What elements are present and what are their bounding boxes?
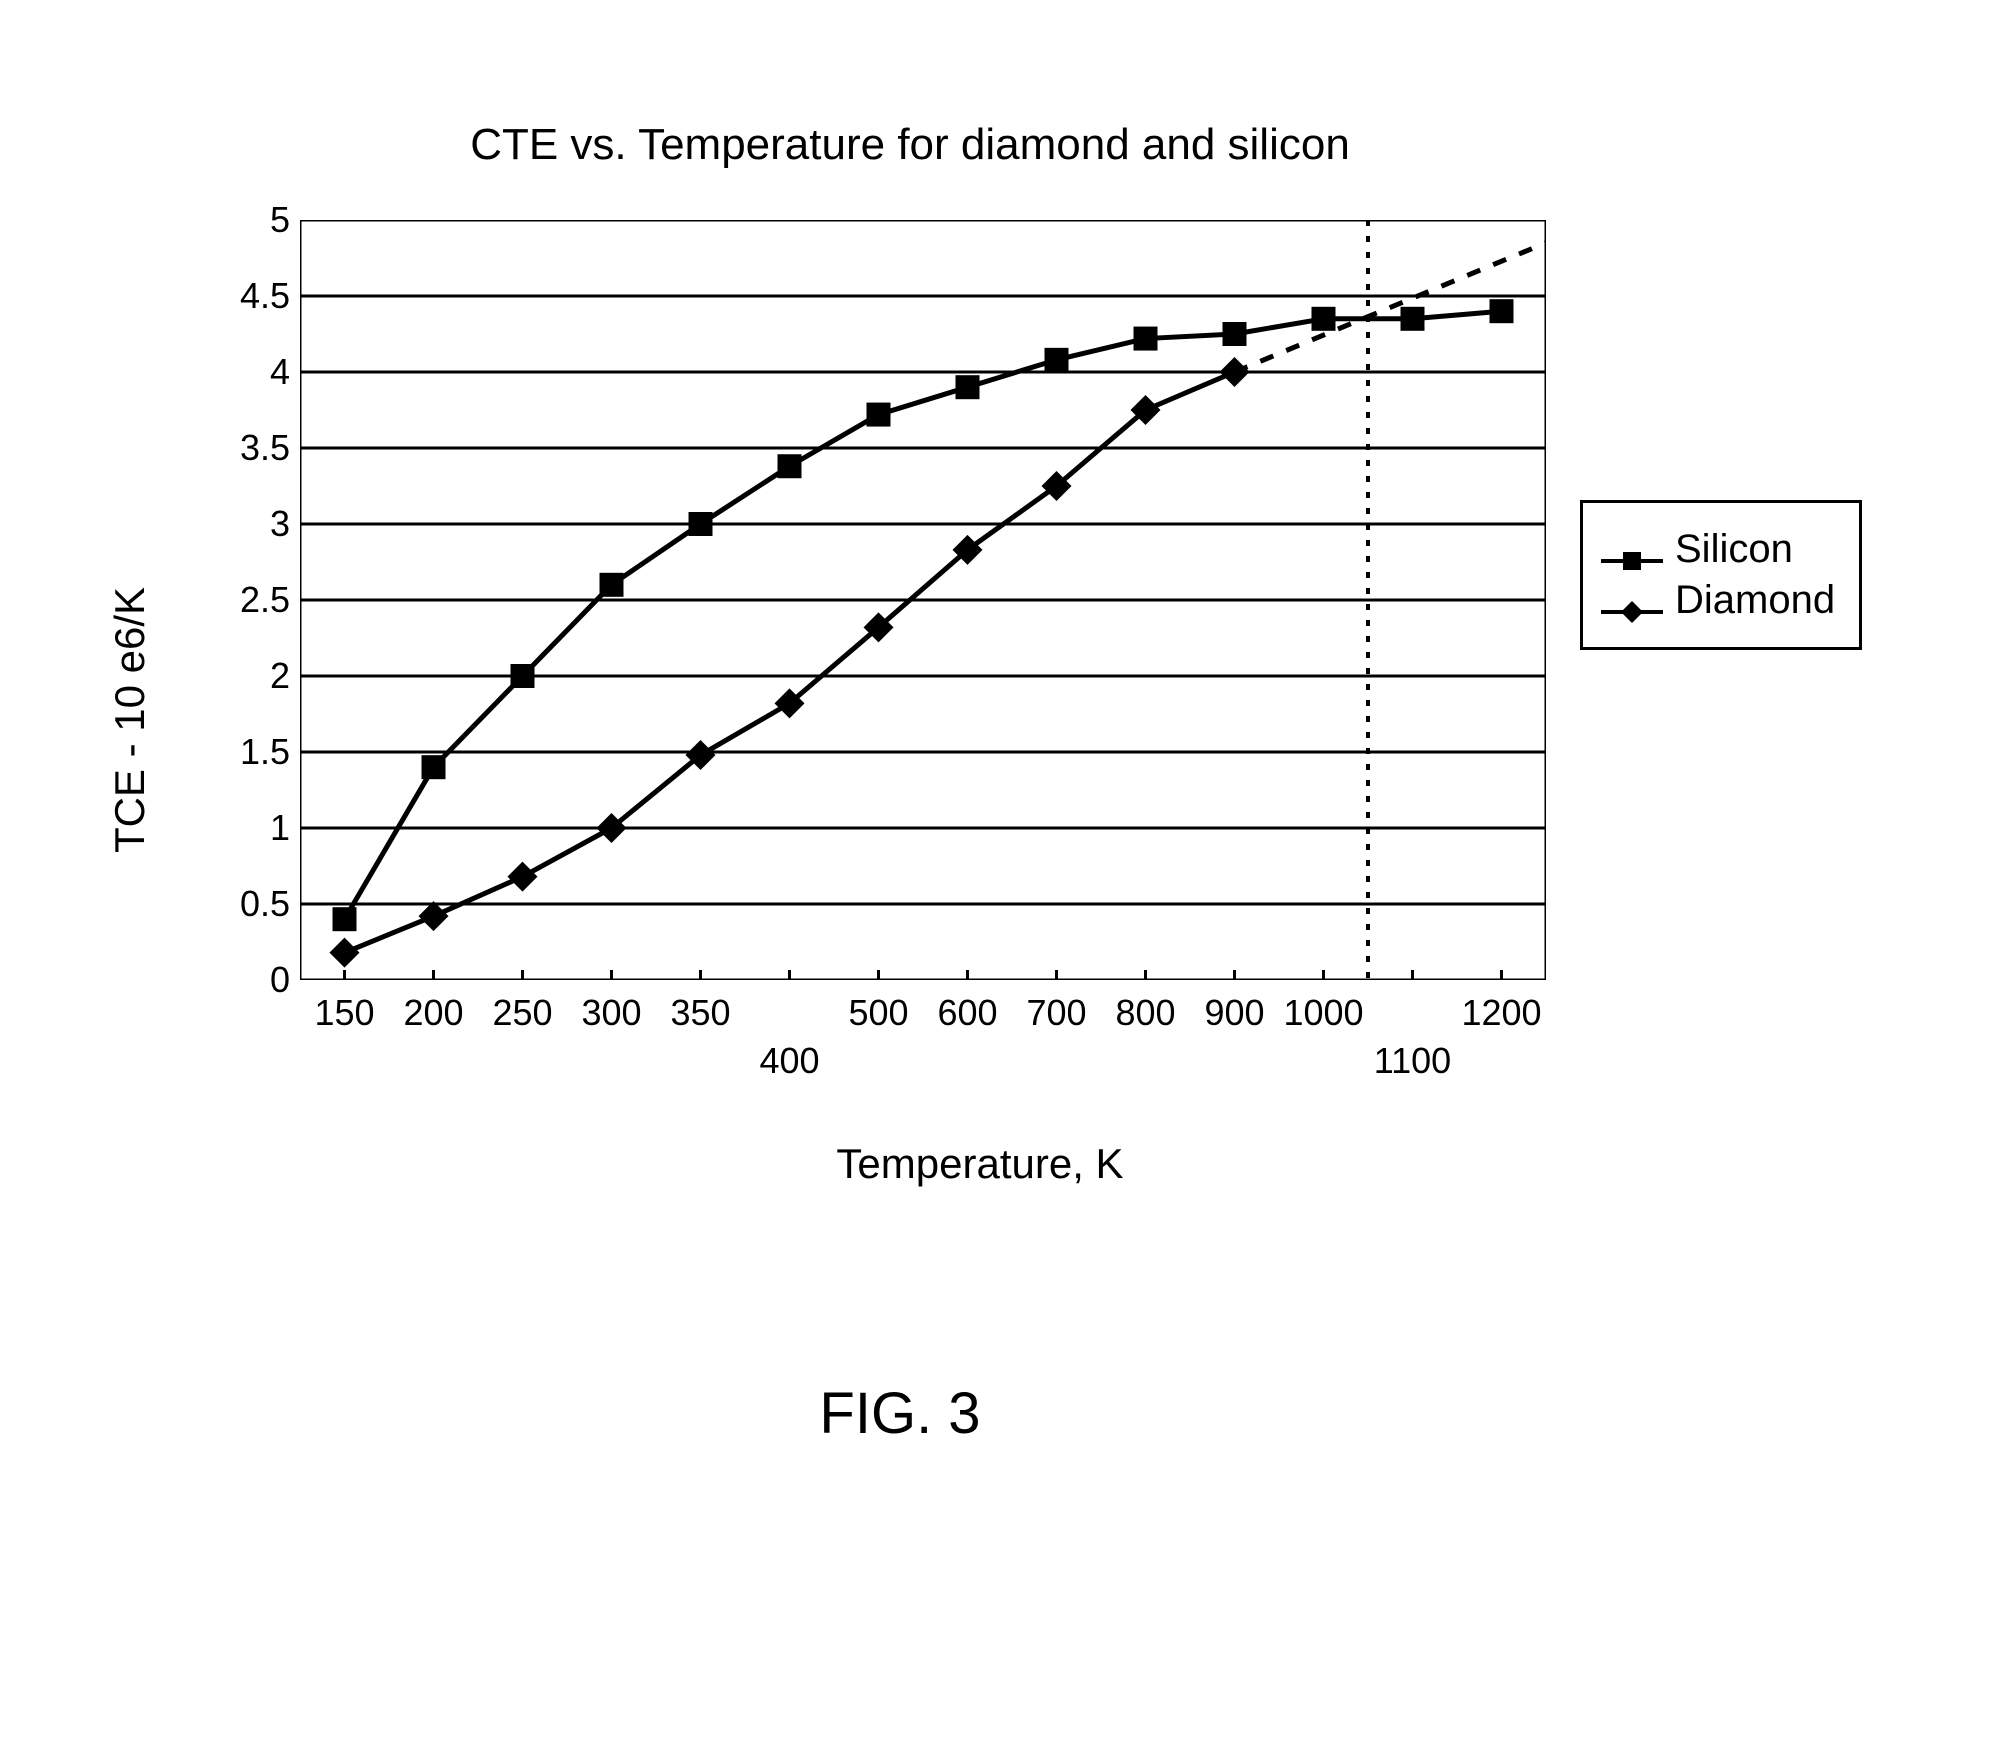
x-tick: 350 (670, 992, 730, 1034)
legend-item-diamond: Diamond (1601, 578, 1835, 623)
legend-label: Diamond (1675, 578, 1835, 623)
y-tick: 2 (210, 655, 290, 697)
y-tick: 5 (210, 199, 290, 241)
y-tick: 4 (210, 351, 290, 393)
x-tick: 200 (403, 992, 463, 1034)
y-tick: 0 (210, 959, 290, 1001)
x-tick: 600 (937, 992, 997, 1034)
chart-title: CTE vs. Temperature for diamond and sili… (360, 120, 1460, 170)
x-tick: 800 (1115, 992, 1175, 1034)
diamond-marker-icon (1601, 589, 1663, 613)
x-axis-label: Temperature, K (780, 1140, 1180, 1188)
x-tick: 700 (1026, 992, 1086, 1034)
figure-caption: FIG. 3 (700, 1380, 1100, 1447)
x-tick: 1000 (1283, 992, 1363, 1034)
x-tick: 900 (1204, 992, 1264, 1034)
plot-area (300, 220, 1546, 980)
x-tick: 300 (581, 992, 641, 1034)
page: CTE vs. Temperature for diamond and sili… (0, 0, 2007, 1737)
y-tick: 3 (210, 503, 290, 545)
x-tick: 1100 (1374, 1040, 1451, 1082)
y-tick: 2.5 (210, 579, 290, 621)
legend-item-silicon: Silicon (1601, 527, 1835, 572)
y-tick: 1.5 (210, 731, 290, 773)
y-tick: 3.5 (210, 427, 290, 469)
legend: Silicon Diamond (1580, 500, 1862, 650)
square-marker-icon (1601, 538, 1663, 562)
legend-label: Silicon (1675, 527, 1793, 572)
x-tick: 400 (759, 1040, 819, 1082)
y-tick: 4.5 (210, 275, 290, 317)
y-axis-label: TCE - 10 e6/K (106, 587, 154, 853)
x-tick: 500 (848, 992, 908, 1034)
x-tick: 1200 (1461, 992, 1541, 1034)
x-tick: 150 (314, 992, 374, 1034)
x-tick: 250 (492, 992, 552, 1034)
y-tick: 0.5 (210, 883, 290, 925)
y-tick: 1 (210, 807, 290, 849)
